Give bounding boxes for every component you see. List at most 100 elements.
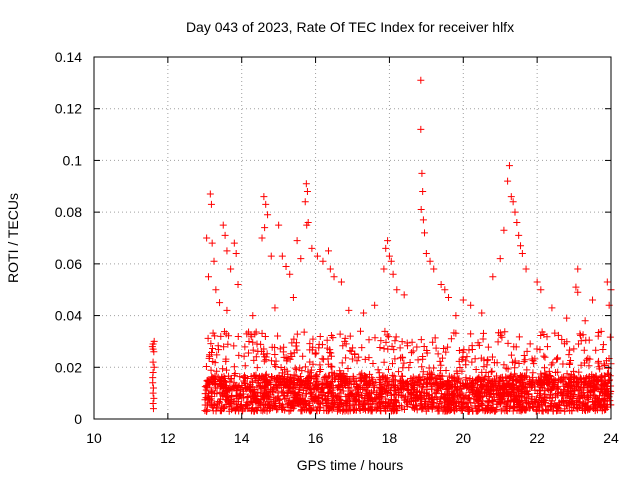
data-point	[356, 327, 364, 335]
data-point	[574, 288, 582, 296]
plot-frame	[93, 56, 612, 420]
data-point	[374, 366, 382, 374]
data-point	[550, 400, 558, 408]
data-point	[207, 366, 215, 374]
data-point	[219, 365, 227, 373]
data-point	[329, 397, 337, 405]
data-point	[558, 336, 566, 344]
data-point	[512, 376, 520, 384]
data-point	[528, 355, 536, 363]
data-point	[577, 375, 585, 383]
data-point	[305, 372, 313, 380]
data-point	[404, 380, 412, 388]
data-point	[526, 376, 534, 384]
data-point	[344, 383, 352, 391]
data-point	[241, 380, 249, 388]
data-point	[480, 363, 488, 371]
data-point	[222, 355, 230, 363]
data-point	[344, 364, 352, 372]
data-point	[407, 349, 415, 357]
data-point	[336, 330, 344, 338]
data-point	[327, 362, 335, 370]
data-point	[584, 395, 592, 403]
data-point	[600, 396, 608, 404]
data-point	[406, 358, 414, 366]
data-point	[456, 385, 464, 393]
data-point	[336, 367, 344, 375]
data-point	[515, 333, 523, 341]
chart-title: Day 043 of 2023, Rate Of TEC Index for r…	[186, 19, 514, 35]
data-point	[441, 401, 449, 409]
data-point	[201, 390, 209, 398]
data-point	[246, 380, 254, 388]
data-point	[390, 372, 398, 380]
data-point	[207, 200, 215, 208]
data-point	[313, 252, 321, 260]
data-point	[380, 345, 388, 353]
data-point	[515, 396, 523, 404]
data-point	[335, 393, 343, 401]
data-point	[455, 346, 463, 354]
data-point	[545, 378, 553, 386]
data-point	[213, 351, 221, 359]
data-point	[340, 374, 348, 382]
data-point	[244, 401, 252, 409]
data-point	[149, 389, 157, 397]
data-point	[273, 406, 281, 414]
data-point	[452, 329, 460, 337]
grid-lines	[94, 57, 611, 419]
data-point	[515, 360, 523, 368]
data-point	[577, 331, 585, 339]
data-point	[397, 380, 405, 388]
data-point	[543, 343, 551, 351]
data-point	[357, 400, 365, 408]
data-point	[391, 402, 399, 410]
data-point	[593, 406, 601, 414]
data-point	[504, 365, 512, 373]
data-point	[277, 363, 285, 371]
data-point	[223, 247, 231, 255]
data-point	[432, 374, 440, 382]
data-point	[575, 368, 583, 376]
data-point	[219, 221, 227, 229]
data-point	[570, 367, 578, 375]
data-point	[271, 350, 279, 358]
y-tick-label: 0	[74, 411, 82, 427]
data-point	[330, 404, 338, 412]
data-point	[565, 351, 573, 359]
data-point	[515, 231, 523, 239]
data-point	[420, 342, 428, 350]
data-point	[506, 383, 514, 391]
data-point	[251, 393, 259, 401]
data-point	[417, 392, 425, 400]
data-point	[249, 346, 257, 354]
data-point	[486, 376, 494, 384]
data-point	[341, 334, 349, 342]
data-point	[342, 354, 350, 362]
data-point	[290, 371, 298, 379]
data-point	[488, 367, 496, 375]
data-point	[425, 391, 433, 399]
data-point	[531, 397, 539, 405]
data-point	[361, 394, 369, 402]
data-point	[585, 362, 593, 370]
data-point	[230, 371, 238, 379]
data-point	[256, 389, 264, 397]
data-point	[309, 384, 317, 392]
data-point	[549, 383, 557, 391]
data-point	[262, 389, 270, 397]
data-point	[488, 353, 496, 361]
data-point	[536, 379, 544, 387]
data-point	[554, 331, 562, 339]
data-point	[381, 388, 389, 396]
data-point	[398, 385, 406, 393]
data-point	[472, 366, 480, 374]
data-point	[522, 372, 530, 380]
data-point	[278, 252, 286, 260]
data-point	[467, 301, 475, 309]
data-point	[529, 403, 537, 411]
data-point	[306, 340, 314, 348]
data-point	[442, 348, 450, 356]
data-point	[551, 329, 559, 337]
data-point	[384, 237, 392, 245]
